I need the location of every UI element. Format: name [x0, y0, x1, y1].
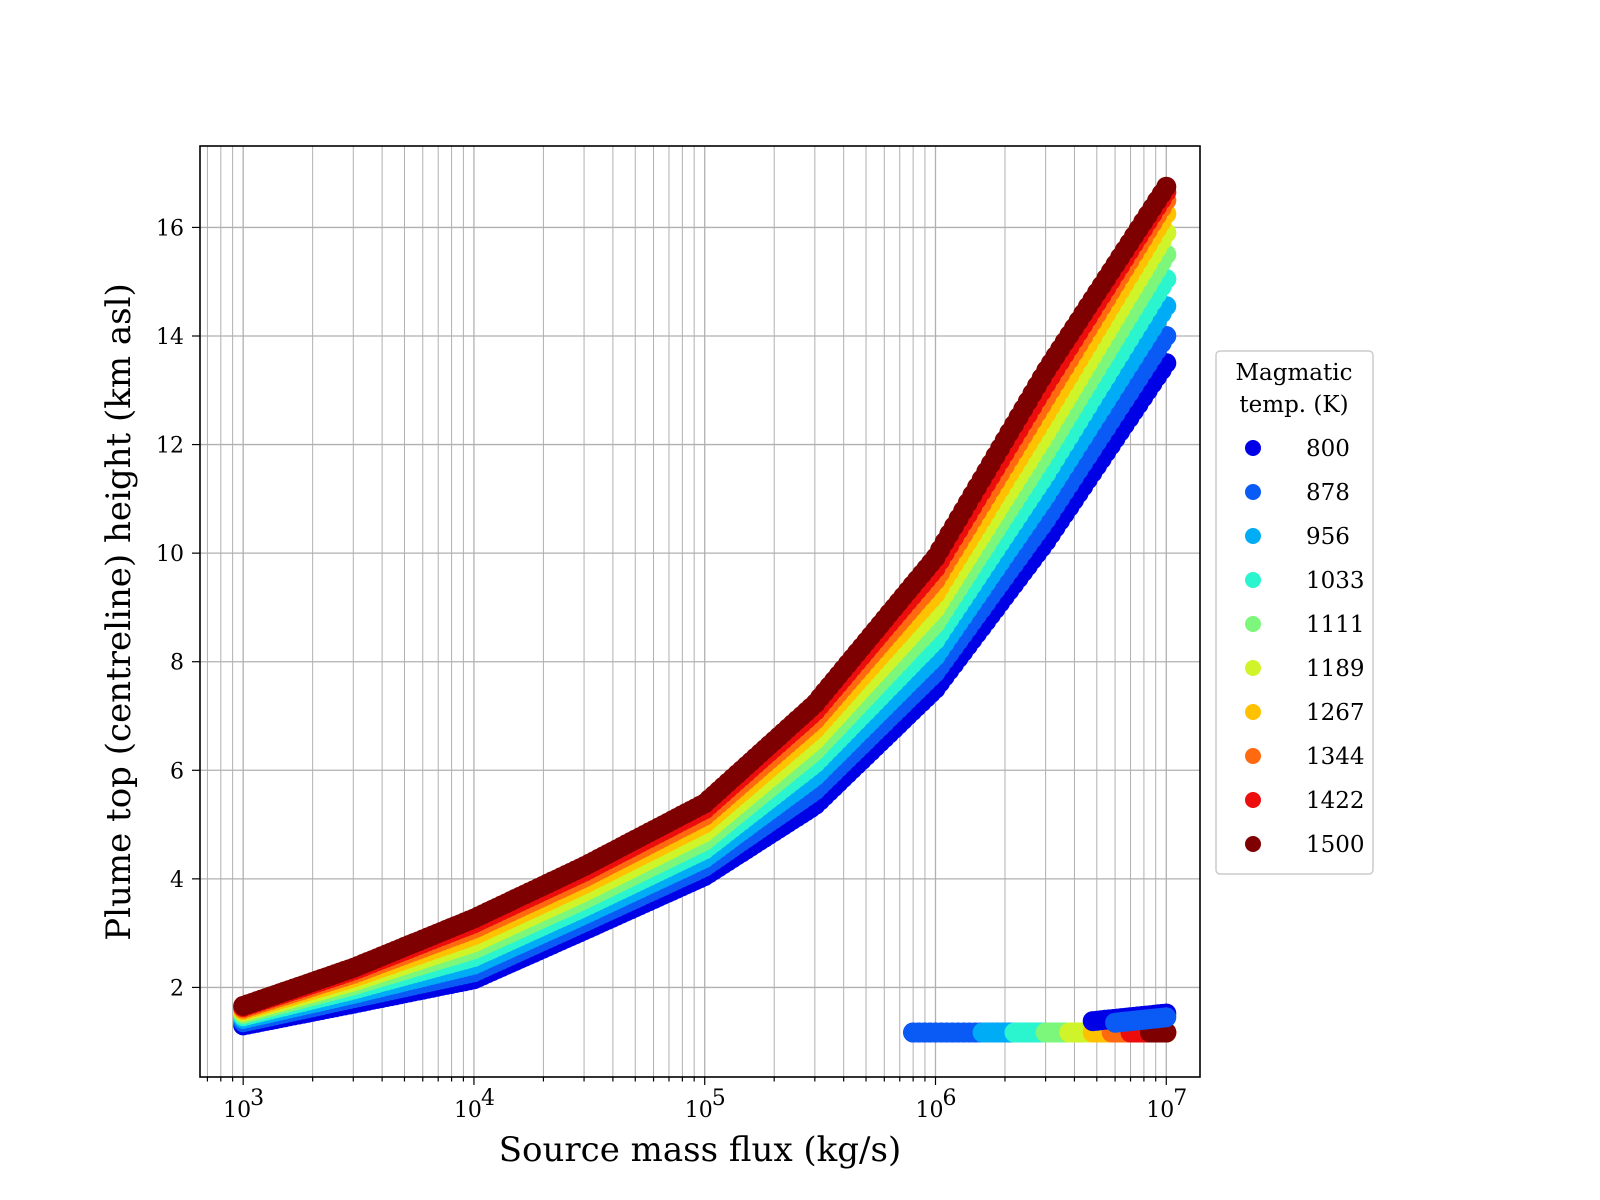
legend-marker-800: [1245, 440, 1261, 456]
x-tick-exponent: 3: [250, 1086, 264, 1111]
plot-background: [200, 146, 1200, 1077]
y-tick-label: 10: [156, 542, 184, 567]
y-axis-title: Plume top (centreline) height (km asl): [99, 283, 139, 941]
x-tick-label: 10: [685, 1098, 713, 1123]
y-tick-label: 6: [170, 759, 184, 784]
legend: Magmatic temp. (K) 800 878 956 1033 1111 1189…: [1215, 350, 1374, 875]
legend-marker-956: [1245, 528, 1261, 544]
y-tick-label: 8: [170, 651, 184, 676]
legend-label-878: 878: [1306, 480, 1350, 506]
y-tick-label: 12: [156, 434, 184, 459]
legend-marker-1033: [1245, 572, 1261, 588]
legend-marker-1267: [1245, 704, 1261, 720]
legend-label-1344: 1344: [1306, 744, 1365, 770]
legend-marker-1422: [1245, 792, 1261, 808]
y-tick-label: 14: [156, 325, 184, 350]
legend-label-1033: 1033: [1306, 568, 1365, 594]
legend-marker-1500: [1245, 836, 1261, 852]
x-tick-exponent: 4: [481, 1086, 495, 1111]
plot-frame: [199, 145, 1201, 1078]
legend-label-956: 956: [1306, 524, 1350, 550]
legend-label-1267: 1267: [1306, 700, 1365, 726]
x-axis-title: Source mass flux (kg/s): [499, 1130, 901, 1170]
legend-label-1111: 1111: [1306, 612, 1365, 638]
legend-marker-1344: [1245, 748, 1261, 764]
y-tick-label: 4: [170, 868, 184, 893]
data-point: [1156, 176, 1177, 197]
legend-marker-1111: [1245, 616, 1261, 632]
extra-878: [1105, 1007, 1177, 1033]
x-tick-label: 10: [454, 1098, 482, 1123]
legend-label-1189: 1189: [1306, 656, 1365, 682]
x-tick-label: 10: [1146, 1098, 1174, 1123]
x-tick-exponent: 7: [1173, 1086, 1187, 1111]
data-marks: [233, 176, 1177, 1043]
legend-marker-1189: [1245, 660, 1261, 676]
x-tick-label: 10: [916, 1098, 944, 1123]
y-tick-label: 16: [156, 216, 184, 241]
x-tick-exponent: 5: [712, 1086, 726, 1111]
x-tick-exponent: 6: [943, 1086, 957, 1111]
series-1500: [233, 176, 1177, 1016]
legend-label-800: 800: [1306, 436, 1350, 462]
y-tick-label: 2: [170, 976, 184, 1001]
legend-label-1422: 1422: [1306, 788, 1365, 814]
x-tick-label: 10: [223, 1098, 251, 1123]
legend-marker-878: [1245, 484, 1261, 500]
legend-entries: 800 878 956 1033 1111 1189 1267 1344 1422 1500: [1245, 436, 1365, 858]
legend-label-1500: 1500: [1306, 832, 1365, 858]
legend-frame: [1215, 350, 1374, 875]
legend-title-line-2: temp. (K): [1239, 392, 1348, 418]
data-point: [1156, 1007, 1177, 1028]
legend-title-line-1: Magmatic: [1236, 360, 1353, 386]
